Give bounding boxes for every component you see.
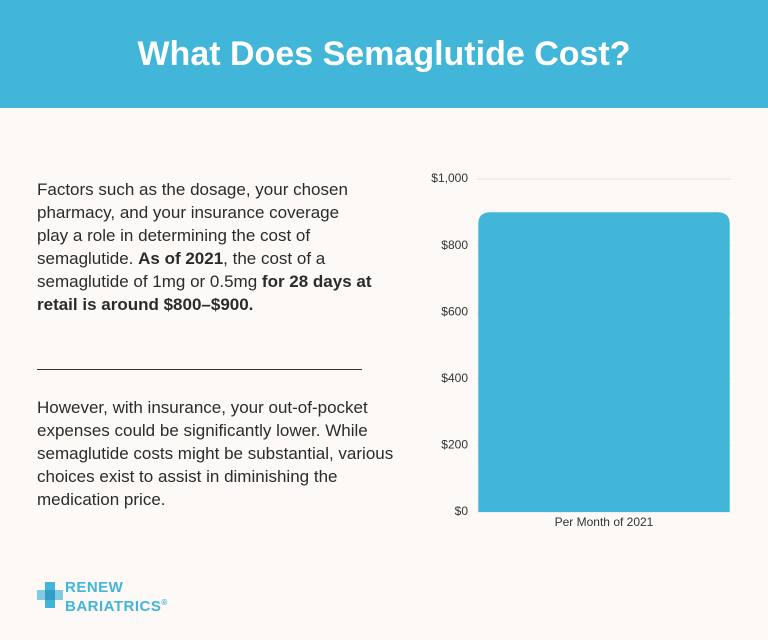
text: , the cost of a semaglutide of 1mg or 0.…	[37, 249, 326, 291]
y-tick-label: $1,000	[431, 171, 468, 185]
logo-line2: BARIATRICS®	[65, 595, 168, 614]
text: Factors such as the dosage, your chosen …	[37, 180, 348, 268]
x-tick-label: Per Month of 2021	[555, 515, 654, 529]
header-band: What Does Semaglutide Cost?	[0, 0, 768, 108]
bold-text: As of 2021	[138, 249, 224, 268]
logo-line1: RENEW	[65, 579, 124, 596]
y-tick-label: $0	[455, 504, 469, 518]
logo-line2-text: BARIATRICS	[65, 598, 162, 615]
paragraph: Factors such as the dosage, your chosen …	[37, 178, 372, 316]
logo-icon	[37, 582, 63, 608]
title: What Does Semaglutide Cost?	[137, 35, 631, 73]
y-tick-label: $800	[441, 238, 468, 252]
logo: RENEW BARIATRICS®	[37, 578, 197, 614]
y-tick-label: $600	[441, 304, 468, 318]
bold-text: for 28 days at retail is around $800–$90…	[37, 272, 372, 314]
paragraph: However, with insurance, your out-of-poc…	[37, 396, 405, 511]
y-tick-label: $400	[441, 371, 468, 385]
y-tick-label: $200	[441, 438, 468, 452]
text: However, with insurance, your out-of-poc…	[37, 398, 394, 509]
logo-mark: ®	[161, 598, 168, 607]
bar	[478, 212, 730, 513]
chart: $0 $200 $400 $600 $800 $1,000 Per Month of 202…	[431, 171, 731, 529]
separator	[37, 369, 362, 370]
